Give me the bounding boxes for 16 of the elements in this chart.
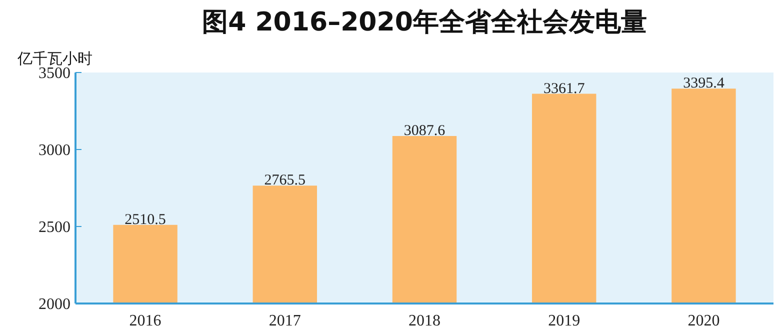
data-label: 3395.4 [683,76,725,92]
y-tick-label: 3000 [38,142,70,159]
y-tick-label: 3500 [38,65,70,82]
data-label: 3087.6 [404,123,446,140]
data-label: 2510.5 [124,212,166,228]
data-label: 2765.5 [264,172,306,189]
y-tick-label: 2500 [38,219,70,236]
y-axis-title: 亿千瓦小时 [16,50,92,68]
x-tick-label: 2020 [688,312,720,328]
x-tick-label: 2017 [268,312,301,328]
data-label: 3361.7 [543,80,586,97]
y-tick-label: 2000 [38,296,70,313]
chart-title: 图4 2016–2020年全省全社会发电量 [202,8,647,38]
x-tick-label: 2018 [408,312,440,328]
x-tick-label: 2016 [129,312,162,328]
x-tick-label: 2019 [548,312,580,328]
